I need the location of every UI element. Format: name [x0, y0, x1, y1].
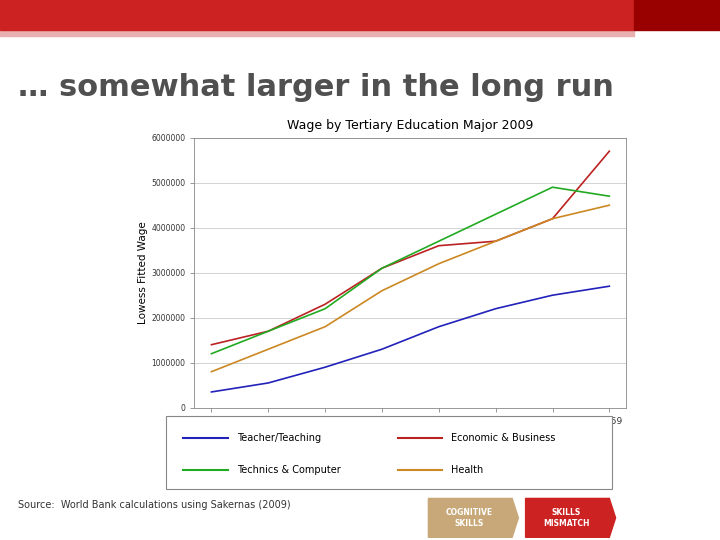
Health	[207, 368, 216, 375]
Technics & Computer	[321, 306, 330, 312]
Line: Teacher/Teaching: Teacher/Teaching	[212, 286, 609, 392]
Health	[378, 287, 387, 294]
Technics & Computer	[491, 211, 500, 218]
Title: Wage by Tertiary Education Major 2009: Wage by Tertiary Education Major 2009	[287, 119, 534, 132]
Teacher/Teaching	[434, 323, 443, 330]
Text: TRAINING
OPORTUNITIES: TRAINING OPORTUNITIES	[631, 508, 696, 528]
Technics & Computer	[548, 184, 557, 191]
Economic & Business	[321, 301, 330, 307]
Polygon shape	[428, 498, 518, 537]
Teacher/Teaching	[207, 389, 216, 395]
Health	[491, 238, 500, 245]
Technics & Computer	[434, 238, 443, 245]
Teacher/Teaching	[491, 306, 500, 312]
Economic & Business	[605, 148, 613, 154]
Line: Technics & Computer: Technics & Computer	[212, 187, 609, 354]
Text: … somewhat larger in the long run: … somewhat larger in the long run	[18, 73, 614, 102]
Text: SKILLS
MISMATCH: SKILLS MISMATCH	[543, 508, 590, 528]
Economic & Business	[378, 265, 387, 272]
Text: Health: Health	[451, 465, 484, 476]
Teacher/Teaching	[548, 292, 557, 299]
Technics & Computer	[207, 350, 216, 357]
Y-axis label: Lowess Fitted Wage: Lowess Fitted Wage	[138, 221, 148, 324]
Text: Teacher/Teaching: Teacher/Teaching	[237, 433, 321, 443]
Technics & Computer	[264, 328, 273, 334]
Teacher/Teaching	[321, 364, 330, 370]
Technics & Computer	[605, 193, 613, 199]
Line: Economic & Business: Economic & Business	[212, 151, 609, 345]
Teacher/Teaching	[264, 380, 273, 386]
Teacher/Teaching	[378, 346, 387, 353]
Health	[605, 202, 613, 208]
Health	[264, 346, 273, 353]
Health	[434, 260, 443, 267]
Text: Economic & Business: Economic & Business	[451, 433, 556, 443]
Text: COGNITIVE
SKILLS: COGNITIVE SKILLS	[446, 508, 492, 528]
Teacher/Teaching	[605, 283, 613, 289]
Text: Technics & Computer: Technics & Computer	[237, 465, 341, 476]
Line: Health: Health	[212, 205, 609, 372]
Economic & Business	[491, 238, 500, 245]
Economic & Business	[207, 341, 216, 348]
Text: Source:  World Bank calculations using Sakernas (2009): Source: World Bank calculations using Sa…	[18, 500, 291, 510]
Technics & Computer	[378, 265, 387, 272]
Economic & Business	[434, 242, 443, 249]
Economic & Business	[548, 215, 557, 222]
Economic & Business	[264, 328, 273, 334]
Polygon shape	[526, 498, 616, 537]
X-axis label: Age Group: Age Group	[383, 431, 438, 441]
Health	[548, 215, 557, 222]
Health	[321, 323, 330, 330]
